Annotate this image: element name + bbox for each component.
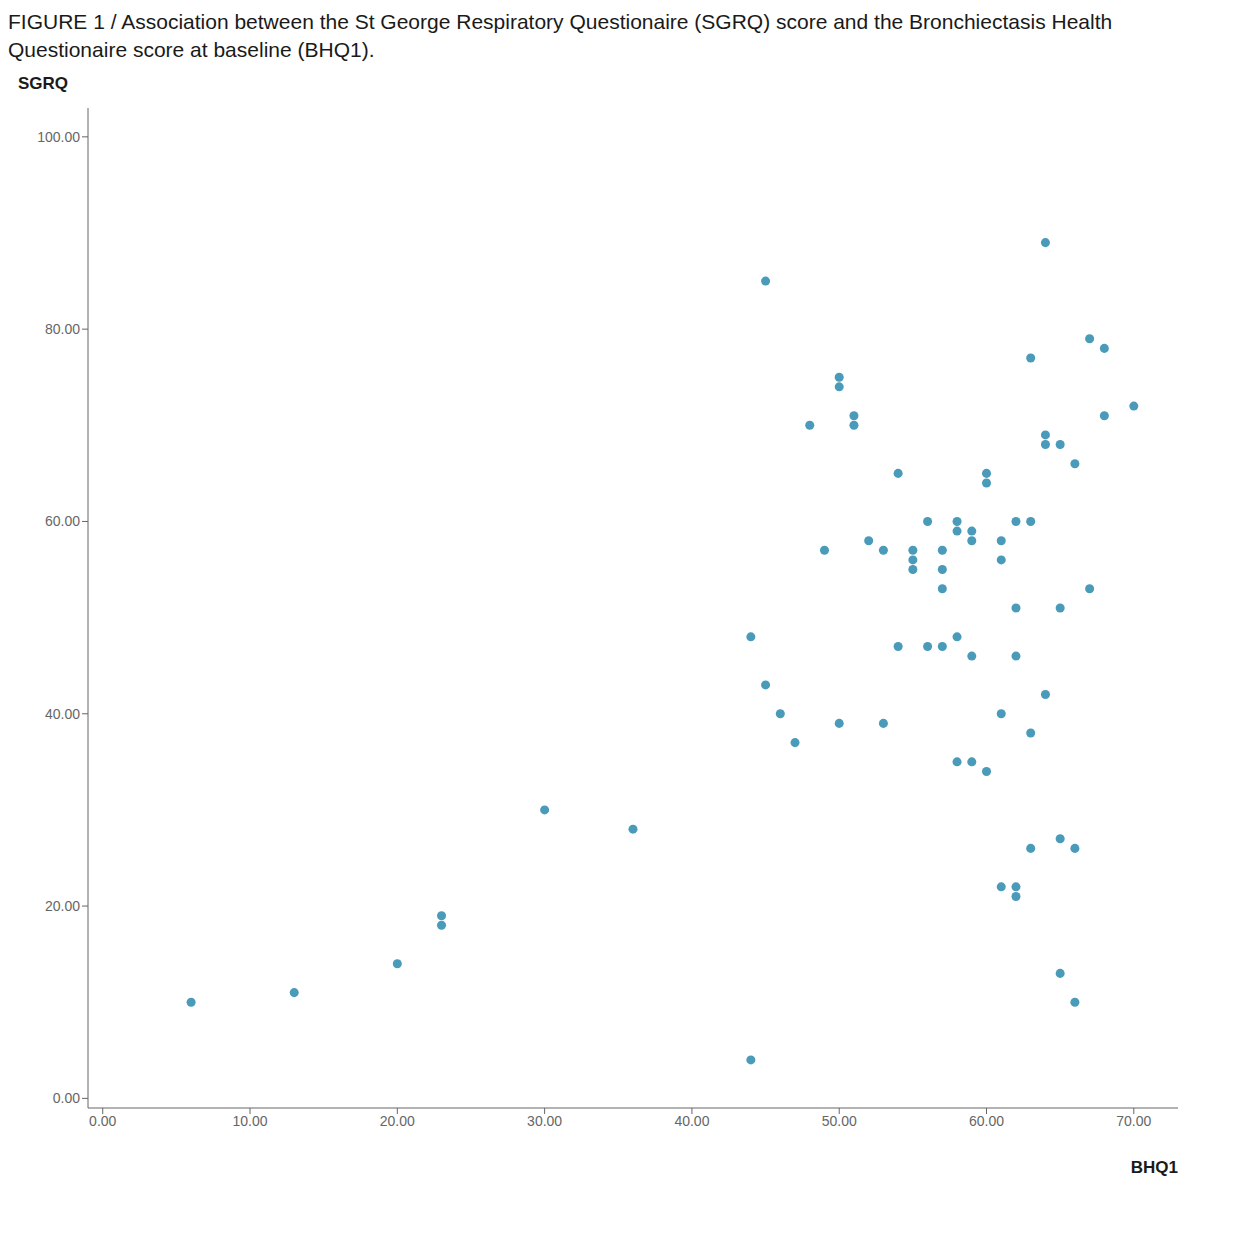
svg-text:60.00: 60.00 <box>969 1113 1004 1129</box>
svg-text:20.00: 20.00 <box>45 898 80 914</box>
svg-text:0.00: 0.00 <box>89 1113 116 1129</box>
svg-text:50.00: 50.00 <box>822 1113 857 1129</box>
svg-text:60.00: 60.00 <box>45 513 80 529</box>
svg-text:10.00: 10.00 <box>233 1113 268 1129</box>
html-text:FIGURE 1 / Association between: FIGURE 1 / Association between the St Ge… <box>8 10 1113 61</box>
svg-text:40.00: 40.00 <box>45 706 80 722</box>
svg-text:20.00: 20.00 <box>380 1113 415 1129</box>
svg-text:0.00: 0.00 <box>53 1090 80 1106</box>
svg-text:40.00: 40.00 <box>674 1113 709 1129</box>
svg-text:70.00: 70.00 <box>1116 1113 1151 1129</box>
svg-text:80.00: 80.00 <box>45 321 80 337</box>
svg-text:30.00: 30.00 <box>527 1113 562 1129</box>
svg-text:100.00: 100.00 <box>37 129 80 145</box>
html-text:BHQ1: BHQ1 <box>1130 1158 1178 1177</box>
html-text:SGRQ: SGRQ <box>18 74 69 93</box>
